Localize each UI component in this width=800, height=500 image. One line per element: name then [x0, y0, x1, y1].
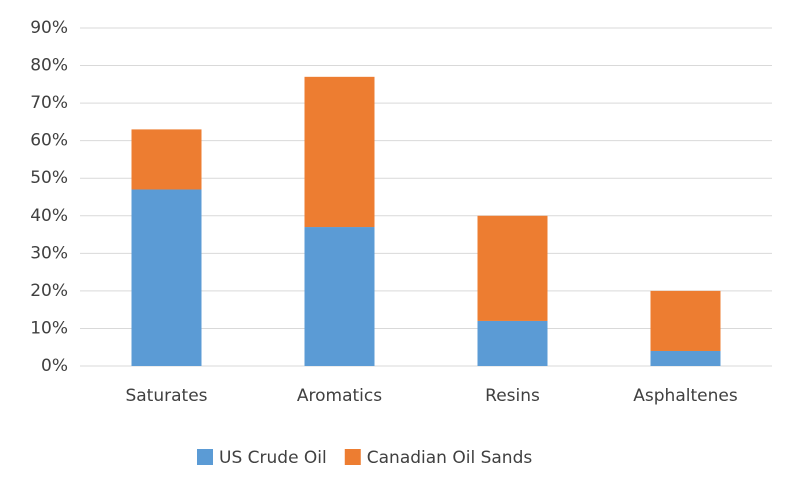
y-tick-label: 60% — [30, 131, 68, 151]
x-tick-label: Aromatics — [297, 386, 382, 406]
bar-segment — [304, 76, 375, 228]
x-tick-label: Resins — [485, 386, 540, 406]
y-tick-label: 40% — [30, 206, 68, 226]
bar-segment — [131, 129, 202, 190]
bar-segment — [304, 227, 375, 366]
y-tick-label: 20% — [30, 281, 68, 301]
y-tick-label: 80% — [30, 56, 68, 76]
y-tick-label: 10% — [30, 318, 68, 338]
x-tick-label: Asphaltenes — [633, 386, 738, 406]
bar-segment — [477, 215, 548, 321]
legend-label: US Crude Oil — [219, 448, 327, 468]
bar-segment — [477, 320, 548, 366]
legend-swatch — [344, 449, 361, 465]
y-tick-label: 50% — [30, 168, 68, 188]
legend-label: Canadian Oil Sands — [367, 448, 533, 468]
x-tick-label: Saturates — [125, 386, 207, 406]
y-tick-label: 30% — [30, 243, 68, 263]
y-tick-label: 0% — [41, 356, 68, 376]
bar-segment — [650, 350, 721, 366]
legend-swatch — [197, 449, 213, 465]
y-tick-label: 90% — [30, 18, 68, 38]
y-tick-label: 70% — [30, 93, 68, 113]
bar-segment — [650, 290, 721, 351]
bar-segment — [131, 189, 202, 366]
